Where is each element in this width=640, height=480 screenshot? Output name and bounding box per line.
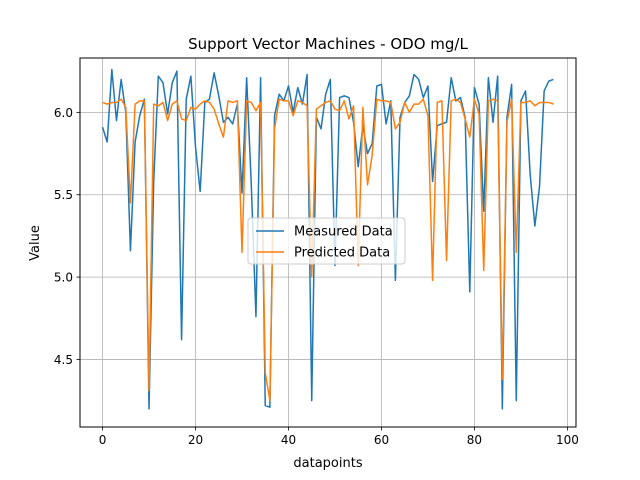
x-tick-label: 0 (99, 433, 107, 447)
y-tick-label: 5.0 (54, 271, 73, 285)
series-layer (101, 68, 554, 410)
x-tick-label: 80 (467, 433, 482, 447)
y-tick-label: 4.5 (54, 353, 73, 367)
x-axis-label: datapoints (293, 456, 362, 471)
x-tick-label: 40 (281, 433, 296, 447)
series-line-measured (101, 68, 554, 410)
y-axis-label: Value (28, 225, 43, 261)
y-tick-label: 6.0 (54, 106, 73, 120)
legend-box (247, 217, 406, 265)
ticks: 0 20 40 60 80 100 4.5 5.0 5.5 6.0 (54, 106, 579, 447)
y-tick-label: 5.5 (54, 188, 73, 202)
chart-title: Support Vector Machines - ODO mg/L (188, 35, 468, 53)
x-tick-label: 20 (188, 433, 203, 447)
x-tick-label: 100 (556, 433, 579, 447)
x-tick-label: 60 (374, 433, 389, 447)
legend-label: Predicted Data (294, 246, 390, 261)
legend: Measured Data Predicted Data (247, 217, 406, 265)
plot-area (79, 57, 577, 428)
legend-label: Measured Data (294, 225, 393, 240)
series-line-predicted (102, 98, 554, 402)
